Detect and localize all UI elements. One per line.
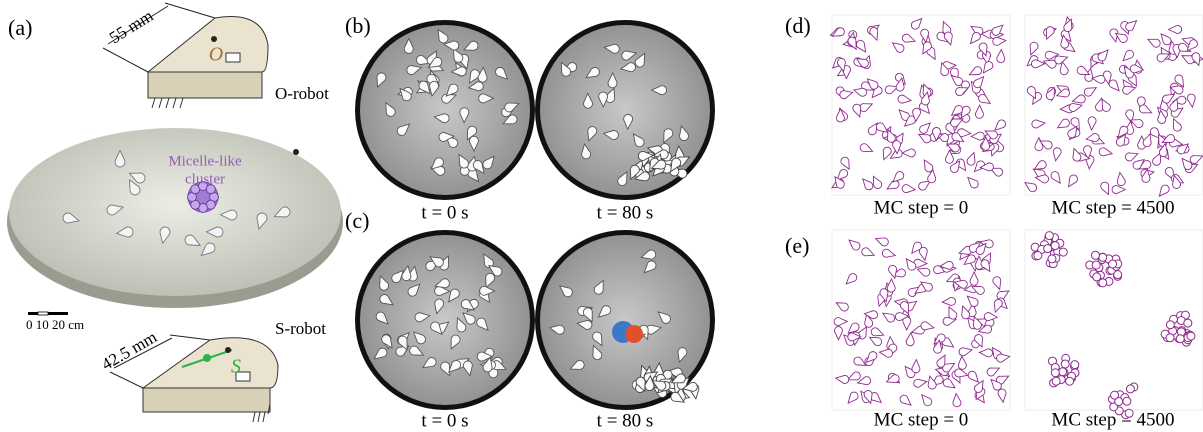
particle (1109, 260, 1117, 268)
particle (1176, 335, 1184, 343)
robot-name: S-robot (275, 319, 326, 338)
arena-photo (355, 20, 535, 200)
caption: t = 0 s (421, 410, 468, 431)
annotation: cluster (185, 171, 225, 187)
arena-photo (535, 20, 715, 200)
scale-bar (28, 312, 68, 315)
figure: (a) 55 mm O O-robot Micelle-like cluster… (0, 0, 1203, 432)
particle (1126, 385, 1134, 393)
particle (1114, 271, 1122, 279)
panel-label: (b) (345, 13, 371, 38)
arena-photo (355, 230, 535, 410)
particle (1061, 360, 1069, 368)
caption: MC step = 4500 (1051, 197, 1174, 218)
caption: MC step = 0 (874, 197, 969, 218)
robot-name: O-robot (275, 84, 329, 103)
particle (1059, 248, 1067, 256)
simulation (832, 230, 1011, 410)
blob (625, 325, 643, 343)
robot-marker: S (231, 356, 241, 378)
particle (1059, 368, 1067, 376)
particle (1045, 232, 1053, 240)
particle (1184, 319, 1192, 327)
particle (1187, 332, 1195, 340)
particle (1111, 391, 1119, 399)
caption: MC step = 0 (874, 409, 969, 430)
caption: t = 80 s (597, 410, 654, 431)
particle (1052, 377, 1060, 385)
simulation (1023, 15, 1203, 199)
particle (1066, 377, 1074, 385)
particle (1099, 279, 1107, 287)
particle (1125, 409, 1133, 417)
annotation: Micelle-like (168, 153, 242, 169)
particle (1071, 361, 1079, 369)
dimension-label: 55 mm (106, 6, 157, 47)
robot-marker: O (209, 44, 223, 66)
particle (1093, 273, 1101, 281)
caption: t = 0 s (421, 202, 468, 223)
dimension-label: 42.5 mm (98, 327, 160, 374)
particle (1123, 397, 1131, 405)
particle (1091, 251, 1099, 259)
panel-label: (a) (8, 15, 32, 40)
particle (1092, 261, 1100, 269)
simulation (829, 15, 1010, 195)
caption: t = 80 s (597, 202, 654, 223)
panel-label: (c) (345, 208, 369, 233)
particle (1051, 242, 1059, 250)
particle (1034, 251, 1042, 259)
particle (1166, 321, 1174, 329)
particle (1166, 334, 1174, 342)
simulation (1025, 230, 1203, 419)
particle (1048, 255, 1056, 263)
particle (1099, 253, 1107, 261)
arena-photo (535, 230, 715, 410)
scale-label: 0 10 20 cm (26, 317, 84, 332)
panel-label: (d) (785, 13, 811, 38)
caption: MC step = 4500 (1051, 409, 1174, 430)
particle (1044, 245, 1052, 253)
panel-label: (e) (785, 233, 809, 258)
particle (1051, 369, 1059, 377)
